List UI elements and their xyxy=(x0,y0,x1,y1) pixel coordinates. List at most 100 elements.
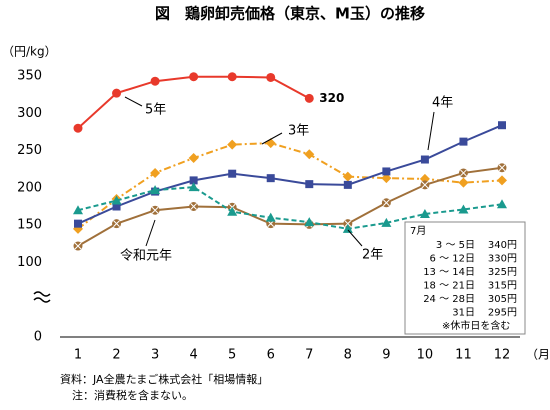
marker-shape xyxy=(460,169,467,177)
marker xyxy=(498,121,506,130)
marker xyxy=(343,180,352,189)
marker xyxy=(265,212,276,222)
marker xyxy=(304,149,315,160)
marker-shape xyxy=(304,217,315,227)
note-date: 13 ～ 14日 xyxy=(423,267,475,278)
marker xyxy=(228,169,237,178)
marker xyxy=(381,173,392,184)
marker-shape xyxy=(304,149,315,160)
note-date: 6 ～ 12日 xyxy=(430,254,475,265)
leader-line xyxy=(124,96,143,107)
marker-shape xyxy=(343,180,352,189)
marker-shape xyxy=(498,121,506,130)
marker xyxy=(459,137,468,146)
marker-shape xyxy=(112,202,121,211)
x-tick-label: 7 xyxy=(305,348,313,363)
x-tick-label: 5 xyxy=(228,348,236,363)
marker-shape xyxy=(74,242,82,250)
marker xyxy=(382,167,391,176)
marker xyxy=(189,176,198,185)
marker-shape xyxy=(227,206,238,216)
marker-shape xyxy=(73,123,83,133)
marker-shape xyxy=(459,137,468,146)
chart-title: 図 鶏卵卸売価格（東京、M玉）の推移 xyxy=(155,5,425,23)
marker-shape xyxy=(266,174,275,183)
marker xyxy=(497,175,507,186)
marker xyxy=(73,205,83,215)
marker xyxy=(112,219,122,229)
y-tick-label: 100 xyxy=(17,255,42,270)
marker xyxy=(497,199,507,209)
marker-shape xyxy=(188,182,199,192)
marker xyxy=(189,72,199,82)
y-tick-label: 250 xyxy=(17,143,42,158)
marker-shape xyxy=(266,72,276,82)
marker-shape xyxy=(227,72,237,82)
marker xyxy=(189,202,199,211)
x-axis-label: （月） xyxy=(526,348,550,362)
leader-line xyxy=(261,132,283,145)
marker xyxy=(381,198,391,208)
marker-shape xyxy=(421,181,429,189)
x-tick-label: 2 xyxy=(112,348,120,363)
marker-shape xyxy=(382,167,391,176)
break-mark xyxy=(33,297,51,303)
x-tick-label: 3 xyxy=(151,348,159,363)
marker-shape xyxy=(419,208,430,218)
marker xyxy=(420,180,430,190)
marker-shape xyxy=(458,177,469,188)
marker-shape xyxy=(74,219,82,228)
marker xyxy=(343,219,353,229)
y-axis-label: （円/kg） xyxy=(2,45,57,59)
marker-shape xyxy=(383,199,390,207)
marker xyxy=(227,139,238,150)
leader-line xyxy=(427,111,435,151)
marker xyxy=(112,202,121,211)
series-line xyxy=(77,186,503,230)
marker-shape xyxy=(497,175,507,186)
series-line xyxy=(77,142,503,230)
marker xyxy=(112,88,122,98)
marker-shape xyxy=(344,220,352,228)
marker-shape xyxy=(111,195,122,205)
x-tick-label: 12 xyxy=(494,348,511,363)
marker-shape xyxy=(227,139,238,150)
y-tick-label: 350 xyxy=(17,69,42,84)
series-line xyxy=(77,124,503,225)
note-date: 18 ～ 21日 xyxy=(423,281,475,292)
marker xyxy=(497,163,507,173)
marker xyxy=(227,206,238,216)
marker xyxy=(342,171,353,182)
break-mark xyxy=(33,291,51,297)
note-price: 330円 xyxy=(488,254,517,265)
note-price: 295円 xyxy=(488,308,517,319)
note-price: 340円 xyxy=(488,240,517,251)
marker-shape xyxy=(188,153,199,164)
x-tick-label: 6 xyxy=(267,348,275,363)
marker xyxy=(381,217,392,227)
marker-shape xyxy=(381,173,392,184)
marker xyxy=(458,204,469,214)
marker xyxy=(227,72,237,82)
note-date: 24 ～ 28日 xyxy=(423,294,475,305)
note-price: 305円 xyxy=(488,294,517,305)
marker xyxy=(150,167,161,178)
y-tick-label: 150 xyxy=(17,218,42,233)
marker-shape xyxy=(498,164,506,172)
marker xyxy=(304,93,314,103)
series-label: 4年 xyxy=(432,96,453,111)
note-title: 7月 xyxy=(410,225,426,237)
note-date: 3 ～ 5日 xyxy=(436,240,475,251)
marker xyxy=(266,174,275,183)
marker-shape xyxy=(113,220,120,228)
y-tick-label: 200 xyxy=(17,180,42,195)
value-label: 320 xyxy=(319,91,344,105)
note-price: 325円 xyxy=(488,267,517,278)
series-label: 3年 xyxy=(288,124,309,139)
marker-shape xyxy=(342,223,353,233)
marker-shape xyxy=(304,93,314,103)
marker xyxy=(188,153,199,164)
series-line xyxy=(77,75,310,129)
marker xyxy=(305,180,314,189)
